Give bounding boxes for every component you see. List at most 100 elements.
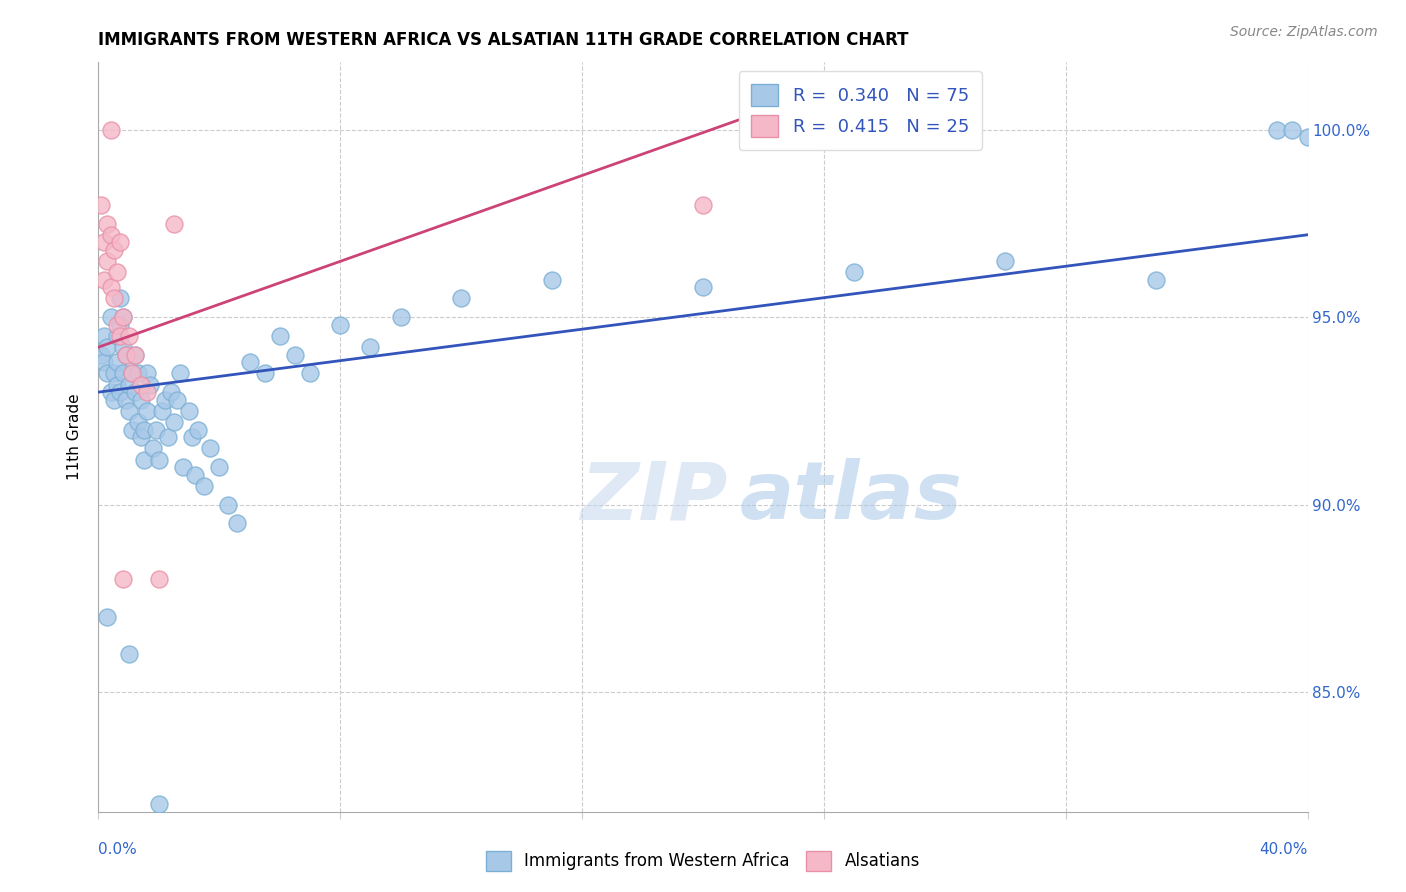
Point xyxy=(105,329,128,343)
Point xyxy=(132,452,155,467)
Y-axis label: 11th Grade: 11th Grade xyxy=(67,393,83,481)
Point xyxy=(93,355,115,369)
Point xyxy=(96,340,118,354)
Point xyxy=(93,235,115,250)
Point xyxy=(103,367,125,381)
Point xyxy=(139,377,162,392)
Point xyxy=(135,385,157,400)
Point xyxy=(160,385,183,400)
Text: atlas: atlas xyxy=(740,458,962,536)
Point xyxy=(118,404,141,418)
Point xyxy=(96,367,118,381)
Point xyxy=(132,423,155,437)
Point xyxy=(90,348,112,362)
Point xyxy=(103,392,125,407)
Point xyxy=(284,348,307,362)
Point xyxy=(96,254,118,268)
Point xyxy=(692,198,714,212)
Point xyxy=(1144,273,1167,287)
Point xyxy=(540,273,562,287)
Point xyxy=(90,198,112,212)
Point xyxy=(121,367,143,381)
Point xyxy=(108,385,131,400)
Point xyxy=(127,415,149,429)
Point xyxy=(108,318,131,332)
Point xyxy=(114,348,136,362)
Point xyxy=(269,329,291,343)
Point xyxy=(148,573,170,587)
Point xyxy=(114,348,136,362)
Point xyxy=(100,385,122,400)
Point xyxy=(118,377,141,392)
Point xyxy=(163,217,186,231)
Point xyxy=(93,273,115,287)
Point xyxy=(1296,130,1319,145)
Point xyxy=(114,392,136,407)
Point xyxy=(124,348,146,362)
Point xyxy=(200,442,222,456)
Point xyxy=(187,423,209,437)
Point xyxy=(103,243,125,257)
Point xyxy=(96,217,118,231)
Point xyxy=(124,385,146,400)
Point xyxy=(208,460,231,475)
Point xyxy=(111,367,134,381)
Point xyxy=(226,516,249,531)
Point xyxy=(844,265,866,279)
Point xyxy=(148,797,170,812)
Point xyxy=(389,310,412,325)
Point xyxy=(239,355,262,369)
Point xyxy=(193,479,215,493)
Point xyxy=(135,404,157,418)
Point xyxy=(169,367,191,381)
Point xyxy=(253,367,276,381)
Point xyxy=(299,367,322,381)
Point xyxy=(1267,123,1289,137)
Text: IMMIGRANTS FROM WESTERN AFRICA VS ALSATIAN 11TH GRADE CORRELATION CHART: IMMIGRANTS FROM WESTERN AFRICA VS ALSATI… xyxy=(98,31,908,49)
Point xyxy=(153,392,176,407)
Point xyxy=(108,292,131,306)
Point xyxy=(145,423,167,437)
Point xyxy=(100,280,122,294)
Point xyxy=(124,348,146,362)
Point xyxy=(692,280,714,294)
Text: 40.0%: 40.0% xyxy=(1260,842,1308,856)
Point xyxy=(156,430,179,444)
Point xyxy=(129,430,152,444)
Point xyxy=(100,123,122,137)
Point xyxy=(179,404,201,418)
Point xyxy=(121,423,143,437)
Point xyxy=(181,430,204,444)
Point xyxy=(111,340,134,354)
Text: Source: ZipAtlas.com: Source: ZipAtlas.com xyxy=(1230,25,1378,39)
Point xyxy=(184,467,207,482)
Point xyxy=(111,310,134,325)
Point xyxy=(111,573,134,587)
Point xyxy=(111,310,134,325)
Point xyxy=(994,254,1017,268)
Text: 0.0%: 0.0% xyxy=(98,842,138,856)
Point xyxy=(105,355,128,369)
Point xyxy=(329,318,352,332)
Point xyxy=(121,367,143,381)
Point xyxy=(129,392,152,407)
Point xyxy=(150,404,173,418)
Point xyxy=(118,329,141,343)
Point xyxy=(450,292,472,306)
Legend: R =  0.340   N = 75, R =  0.415   N = 25: R = 0.340 N = 75, R = 0.415 N = 25 xyxy=(738,71,981,150)
Point xyxy=(108,235,131,250)
Point xyxy=(105,377,128,392)
Point xyxy=(172,460,194,475)
Point xyxy=(142,442,165,456)
Point xyxy=(108,329,131,343)
Text: ZIP: ZIP xyxy=(579,458,727,536)
Point xyxy=(100,310,122,325)
Point xyxy=(105,265,128,279)
Legend: Immigrants from Western Africa, Alsatians: Immigrants from Western Africa, Alsatian… xyxy=(478,842,928,880)
Point xyxy=(93,329,115,343)
Point xyxy=(96,610,118,624)
Point xyxy=(105,318,128,332)
Point xyxy=(129,377,152,392)
Point xyxy=(217,498,239,512)
Point xyxy=(127,367,149,381)
